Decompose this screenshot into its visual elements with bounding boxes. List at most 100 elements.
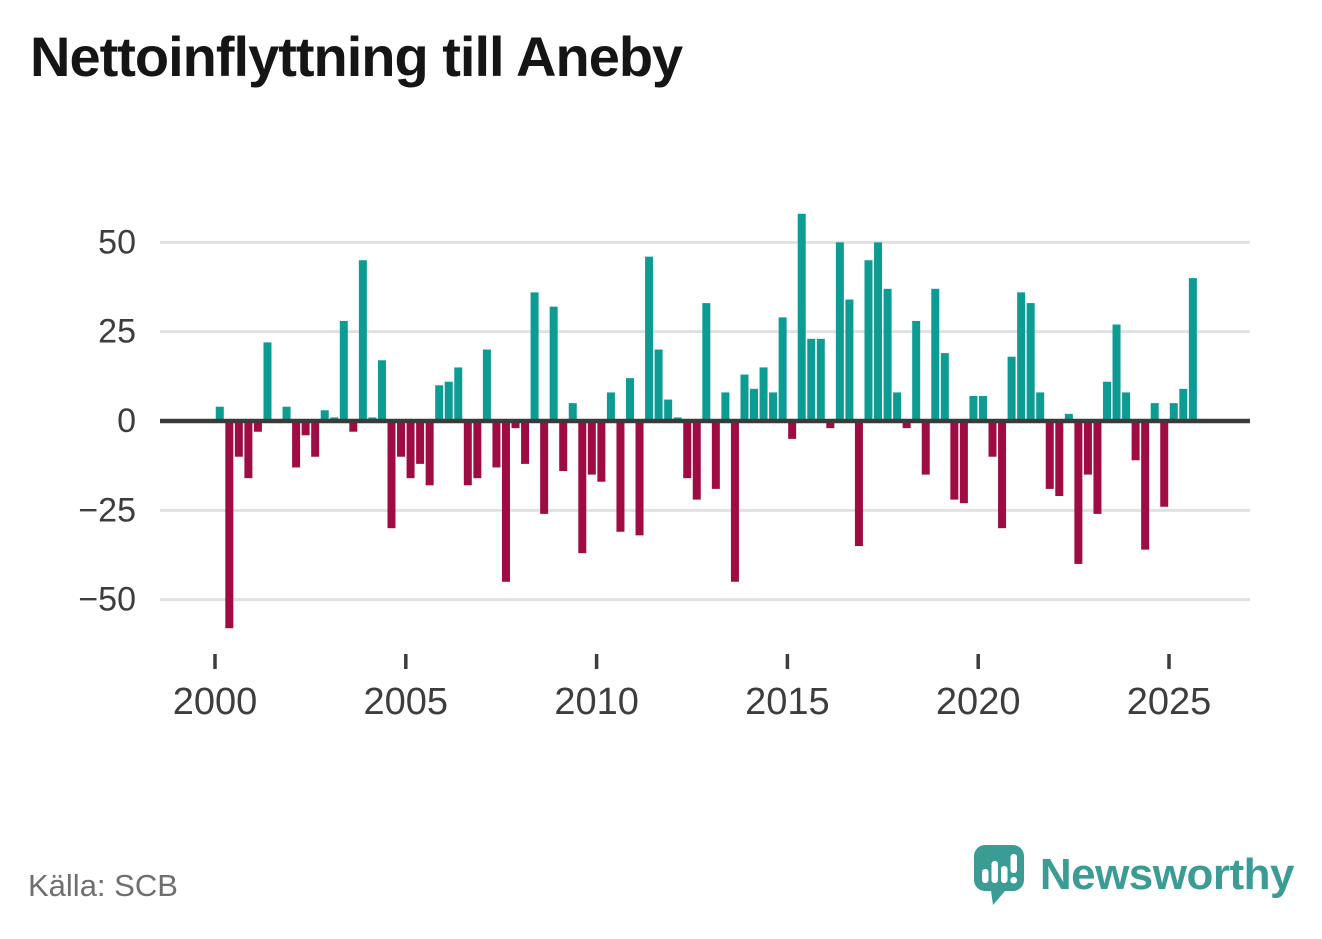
bar-positive [893, 392, 902, 421]
y-axis-label: −50 [78, 581, 136, 619]
bar-positive [664, 399, 673, 421]
bar-positive [750, 388, 759, 421]
bar-positive [1064, 413, 1073, 421]
bar-positive [1179, 388, 1188, 421]
bar-positive [482, 349, 491, 421]
bar-positive [778, 317, 787, 421]
brand-logo: Newsworthy [972, 840, 1295, 910]
bar-positive [759, 367, 768, 421]
bar-negative [959, 421, 968, 504]
bar-negative [521, 421, 530, 464]
bar-positive [797, 213, 806, 421]
x-axis-label: 2020 [936, 681, 1021, 723]
bar-negative [597, 421, 606, 482]
bar-negative [1045, 421, 1054, 489]
bar-negative [416, 421, 425, 464]
bar-negative [587, 421, 596, 475]
bar-negative [988, 421, 997, 457]
bar-positive [1026, 303, 1035, 421]
bar-positive [1112, 324, 1121, 421]
brand-name: Newsworthy [1039, 850, 1295, 899]
chart-title: Nettoinflyttning till Aneby [30, 25, 683, 88]
bar-positive [1007, 356, 1016, 421]
bar-positive [339, 320, 348, 421]
bar-negative [854, 421, 863, 547]
bar-negative [540, 421, 549, 514]
newsworthy-logo-icon [973, 845, 1024, 905]
bar-negative [501, 421, 510, 582]
bar-negative [406, 421, 415, 479]
bar-positive [940, 353, 949, 421]
bar-negative [616, 421, 625, 532]
bar-negative [921, 421, 930, 475]
bar-positive [807, 338, 816, 421]
bar-negative [692, 421, 701, 500]
bar-positive [654, 349, 663, 421]
bar-negative [511, 421, 520, 429]
bar-negative [292, 421, 301, 468]
bar-negative [301, 421, 310, 436]
bar-negative [473, 421, 482, 479]
bar-positive [282, 406, 291, 421]
x-axis-label: 2015 [745, 681, 830, 723]
bar-negative [244, 421, 253, 479]
bar-negative [711, 421, 720, 489]
bar-positive [454, 367, 463, 421]
bar-negative [1083, 421, 1092, 475]
bar-positive [444, 381, 453, 421]
bar-positive [769, 392, 778, 421]
bar-positive [1102, 381, 1111, 421]
bar-positive [874, 242, 883, 421]
bar-positive [215, 406, 224, 421]
x-axis-label: 2025 [1127, 681, 1212, 723]
bar-positive [912, 320, 921, 421]
bar-negative [1074, 421, 1083, 564]
bar-negative [225, 421, 234, 629]
bar-negative [826, 421, 835, 429]
x-axis-label: 2005 [364, 681, 449, 723]
bar-positive [358, 260, 367, 421]
source-label: Källa: SCB [28, 868, 178, 903]
bar-negative [311, 421, 320, 457]
bar-positive [864, 260, 873, 421]
bar-negative [463, 421, 472, 486]
y-axis-label: 25 [98, 313, 136, 351]
bar-negative [349, 421, 358, 432]
bar-positive [435, 385, 444, 421]
bar-positive [568, 403, 577, 421]
bar-positive [320, 410, 329, 421]
bar-negative [1055, 421, 1064, 497]
bar-negative [1160, 421, 1169, 507]
bar-positive [263, 342, 272, 421]
bar-positive [625, 378, 634, 421]
bar-negative [1131, 421, 1140, 461]
bar-positive [845, 299, 854, 421]
bar-negative [387, 421, 396, 529]
bar-negative [425, 421, 434, 486]
bar-positive [1017, 292, 1026, 421]
bar-negative [1141, 421, 1150, 550]
bar-negative [559, 421, 568, 472]
bar-negative [950, 421, 959, 500]
bar-positive [1150, 403, 1159, 421]
bar-positive [1122, 392, 1131, 421]
bar-positive [835, 242, 844, 421]
bar-negative [788, 421, 797, 439]
x-axis-label: 2000 [173, 681, 258, 723]
bar-positive [978, 395, 987, 421]
bar-negative [683, 421, 692, 479]
bar-positive [816, 338, 825, 421]
bar-positive [1188, 278, 1197, 421]
bar-positive [645, 256, 654, 421]
bar-negative [234, 421, 243, 457]
y-axis-label: 0 [117, 402, 136, 440]
bar-positive [702, 303, 711, 421]
bar-negative [635, 421, 644, 536]
bar-negative [730, 421, 739, 582]
bar-negative [253, 421, 262, 432]
y-axis-label: −25 [78, 491, 136, 529]
bar-positive [1036, 392, 1045, 421]
bar-positive [721, 392, 730, 421]
bar-positive [606, 392, 615, 421]
